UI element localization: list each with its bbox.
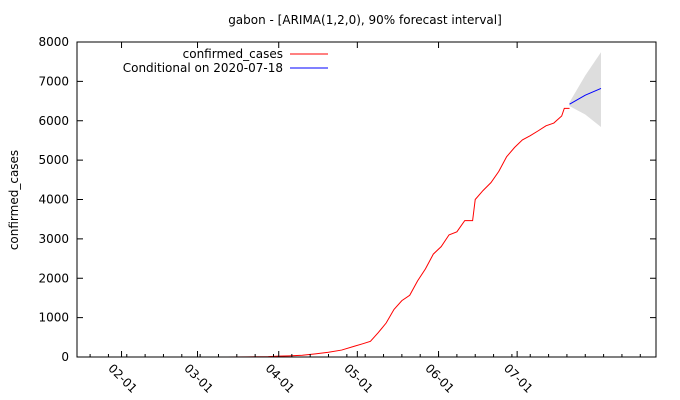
- y-tick-label: 0: [61, 350, 69, 364]
- y-axis-label: confirmed_cases: [7, 150, 21, 250]
- legend-entry-label: confirmed_cases: [183, 47, 283, 61]
- x-tick-label: 05-01: [341, 361, 376, 396]
- y-tick-label: 6000: [38, 114, 69, 128]
- x-tick-label: 02-01: [105, 361, 140, 396]
- x-tick-label: 04-01: [263, 361, 298, 396]
- y-tick-label: 7000: [38, 74, 69, 88]
- y-tick-label: 4000: [38, 193, 69, 207]
- plot-frame: [76, 41, 657, 358]
- series-line-confirmed-cases: [226, 107, 570, 358]
- forecast-interval-band: [569, 52, 601, 128]
- y-tick-label: 5000: [38, 153, 69, 167]
- x-tick-label: 03-01: [181, 361, 216, 396]
- y-tick-label: 2000: [38, 271, 69, 285]
- y-tick-label: 8000: [38, 35, 69, 49]
- series-line-forecast: [569, 88, 602, 105]
- x-tick-label: 07-01: [501, 361, 536, 396]
- y-tick-label: 1000: [38, 311, 69, 325]
- chart-title: gabon - [ARIMA(1,2,0), 90% forecast inte…: [228, 13, 502, 27]
- x-tick-label: 06-01: [422, 361, 457, 396]
- legend-entry-label: Conditional on 2020-07-18: [123, 61, 283, 75]
- plot-area: 0 1000 2000 3000 4000 5000 6000 7000 8000 02-01 03…: [38, 35, 657, 396]
- y-tick-label: 3000: [38, 232, 69, 246]
